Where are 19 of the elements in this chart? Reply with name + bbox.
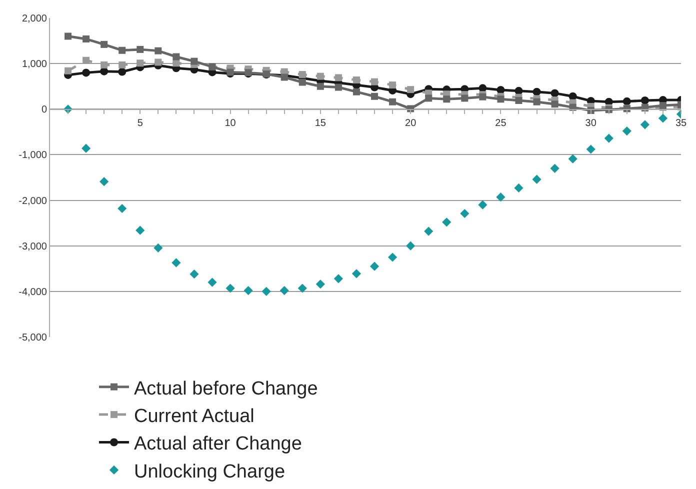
y-tick-label: 0: [41, 104, 48, 116]
y-tick-label: -1,000: [18, 150, 48, 162]
x-tick-label: 5: [137, 118, 144, 130]
legend-label: Actual before Change: [134, 378, 318, 400]
x-tick-label: 35: [675, 118, 687, 130]
legend-label: Actual after Change: [134, 434, 302, 455]
legend-label: Unlocking Charge: [134, 461, 286, 482]
legend-label: Current Actual: [134, 406, 254, 427]
y-tick-label: -3,000: [18, 241, 48, 252]
x-tick-label: 25: [495, 118, 507, 130]
x-tick-label: 10: [224, 118, 236, 130]
x-tick-label: 15: [314, 118, 326, 130]
x-tick-label: 20: [405, 118, 417, 130]
y-tick-label: -4,000: [18, 286, 48, 298]
y-tick-label: -2,000: [18, 196, 48, 207]
x-tick-label: 30: [585, 118, 597, 130]
y-tick-label: 2,000: [22, 14, 48, 24]
y-tick-label: 1,000: [22, 59, 48, 70]
y-tick-label: -5,000: [18, 332, 48, 344]
